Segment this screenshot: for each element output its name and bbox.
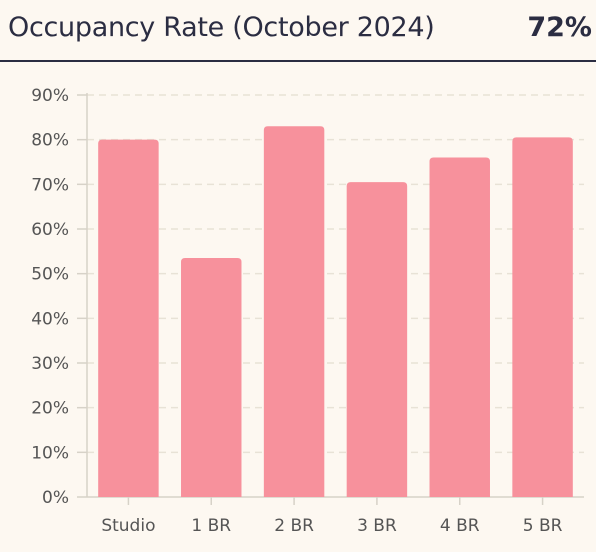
- x-tick-label: 1 BR: [191, 516, 231, 536]
- y-tick-label: 0%: [42, 488, 69, 508]
- y-tick-labels: 0% 10% 20% 30% 40% 50% 60% 70% 80% 90%: [31, 86, 69, 508]
- x-tick-label: Studio: [101, 516, 155, 536]
- y-tick-label: 70%: [31, 175, 69, 195]
- bar-5-br: [512, 137, 573, 497]
- y-tick-label: 60%: [31, 220, 69, 240]
- bar-4-br: [429, 157, 490, 497]
- grid-lines: [77, 94, 584, 498]
- y-tick-label: 80%: [31, 131, 69, 151]
- y-tick-label: 50%: [31, 265, 69, 285]
- x-tick-labels: Studio 1 BR 2 BR 3 BR 4 BR 5 BR: [101, 497, 563, 536]
- x-tick-label: 4 BR: [440, 516, 480, 536]
- chart-header: Occupancy Rate (October 2024) 72%: [0, 0, 596, 62]
- bars: [98, 126, 573, 498]
- bar-chart: 0% 10% 20% 30% 40% 50% 60% 70% 80% 90% Studio 1 BR…: [31, 86, 584, 536]
- y-tick-label: 10%: [31, 443, 69, 463]
- bar-3-br: [346, 182, 408, 497]
- axes: [86, 93, 584, 498]
- y-tick-label: 40%: [31, 309, 69, 329]
- chart-title: Occupancy Rate (October 2024): [8, 12, 435, 43]
- y-tick-label: 30%: [31, 354, 69, 374]
- bar-studio: [98, 139, 159, 497]
- y-tick-label: 20%: [31, 399, 69, 419]
- bar-1-br: [181, 258, 242, 497]
- x-tick-label: 3 BR: [357, 516, 397, 536]
- bar-2-br: [263, 126, 325, 498]
- x-tick-label: 5 BR: [523, 516, 563, 536]
- y-tick-label: 90%: [31, 86, 69, 106]
- headline-value: 72%: [527, 12, 592, 43]
- x-tick-label: 2 BR: [274, 516, 314, 536]
